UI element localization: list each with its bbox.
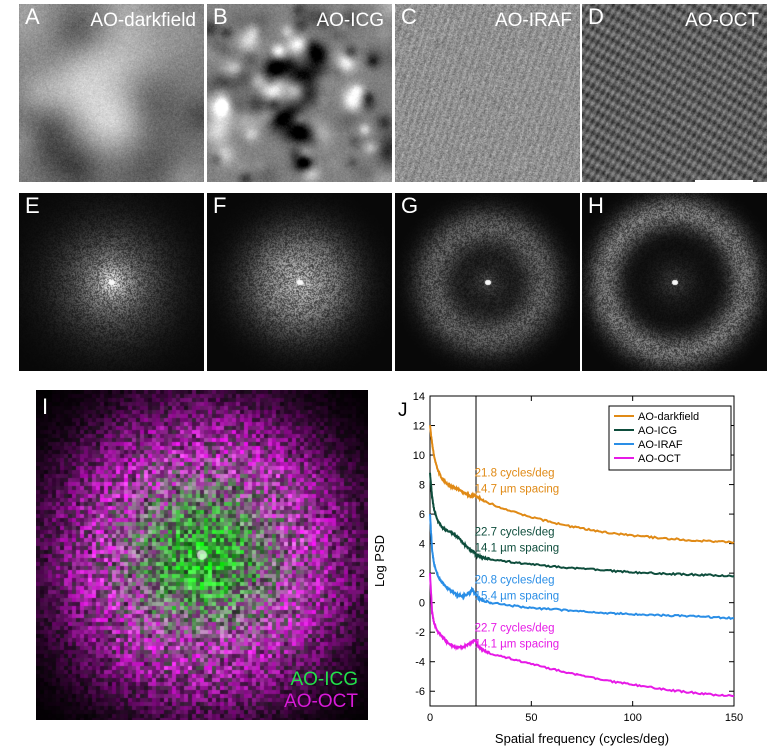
y-tick-label: -2 bbox=[415, 627, 425, 639]
annotation-text: 22.7 cycles/deg bbox=[475, 527, 555, 539]
annotation-text: 15.4 µm spacing bbox=[475, 590, 560, 602]
panel-label-j: J bbox=[398, 400, 408, 421]
panel-b-icg-image: B AO-ICG bbox=[207, 4, 392, 182]
iraf-image bbox=[395, 4, 580, 182]
y-tick-label: 6 bbox=[419, 509, 425, 521]
icg-image bbox=[207, 4, 392, 182]
series-line-ao-icg bbox=[429, 472, 735, 578]
y-tick-label: -4 bbox=[415, 657, 425, 669]
y-tick-label: 0 bbox=[419, 598, 425, 610]
panel-label-e: E bbox=[25, 193, 40, 218]
annotation-text: 20.8 cycles/deg bbox=[475, 574, 555, 586]
y-tick-label: 8 bbox=[419, 480, 425, 492]
overlay-label-oct: AO-OCT bbox=[284, 691, 358, 712]
panel-title-d: AO-OCT bbox=[685, 10, 759, 31]
panel-g-spectrum: G bbox=[395, 193, 580, 371]
legend-label: AO-darkfield bbox=[638, 411, 699, 423]
iraf-spectrum bbox=[395, 193, 580, 371]
y-axis-label: Log PSD bbox=[372, 535, 387, 587]
oct-spectrum bbox=[582, 193, 767, 371]
y-tick-label: 12 bbox=[413, 421, 425, 433]
plot-frame bbox=[429, 395, 735, 707]
panel-label-f: F bbox=[213, 193, 227, 218]
panel-label-c: C bbox=[401, 4, 417, 29]
panel-a-darkfield-image: A AO-darkfield bbox=[19, 4, 204, 182]
panel-f-spectrum: F bbox=[207, 193, 392, 371]
series-line-ao-iraf bbox=[429, 514, 735, 620]
legend-label: AO-OCT bbox=[638, 453, 681, 465]
darkfield-image bbox=[19, 4, 204, 182]
y-tick-label: 4 bbox=[419, 539, 425, 551]
series-line-ao-oct bbox=[429, 573, 735, 698]
legend-label: AO-ICG bbox=[638, 425, 677, 437]
scale-bar bbox=[695, 180, 753, 182]
psd-line-chart: J 0 50 100 150 -6 -4 -2 0 2 4 6 8 10 12 14 21.8 cycles/… bbox=[372, 391, 743, 746]
panel-label-a: A bbox=[25, 4, 40, 29]
y-tick-label: 14 bbox=[413, 391, 425, 403]
x-tick-label: 0 bbox=[427, 712, 433, 724]
panel-label-h: H bbox=[588, 193, 604, 218]
panel-e-spectrum: E bbox=[19, 193, 204, 371]
panel-title-a: AO-darkfield bbox=[90, 10, 196, 31]
legend-label: AO-IRAF bbox=[638, 439, 683, 451]
x-tick-label: 50 bbox=[525, 712, 537, 724]
panel-i-overlay-spectrum: I AO-ICG AO-OCT bbox=[36, 390, 368, 720]
plot-area: 0 50 100 150 -6 -4 -2 0 2 4 6 8 10 12 14 21.8 cycles/de… bbox=[413, 391, 743, 724]
y-tick-label: -6 bbox=[415, 686, 425, 698]
y-tick-label: 10 bbox=[413, 450, 425, 462]
annotation-text: 14.1 µm spacing bbox=[475, 638, 560, 650]
panel-c-iraf-image: C AO-IRAF bbox=[395, 4, 580, 182]
annotation-text: 21.8 cycles/deg bbox=[475, 467, 555, 479]
panel-title-b: AO-ICG bbox=[316, 10, 384, 31]
panel-title-c: AO-IRAF bbox=[494, 10, 572, 31]
x-axis-label: Spatial frequency (cycles/deg) bbox=[495, 731, 669, 746]
x-tick-label: 100 bbox=[623, 712, 641, 724]
series-line-ao-darkfield bbox=[429, 425, 735, 545]
oct-image bbox=[582, 4, 767, 182]
annotation-text: 14.7 µm spacing bbox=[475, 483, 560, 495]
x-tick-label: 150 bbox=[725, 712, 743, 724]
annotation-text: 14.1 µm spacing bbox=[475, 543, 560, 555]
panel-d-oct-image: D AO-OCT bbox=[582, 4, 767, 182]
panel-label-d: D bbox=[588, 4, 604, 29]
icg-spectrum bbox=[207, 193, 392, 371]
y-tick-label: 2 bbox=[419, 568, 425, 580]
panel-label-g: G bbox=[401, 193, 419, 218]
panel-h-spectrum: H bbox=[582, 193, 767, 371]
panel-label-b: B bbox=[213, 4, 228, 29]
overlay-label-icg: AO-ICG bbox=[290, 669, 358, 690]
annotation-text: 22.7 cycles/deg bbox=[475, 622, 555, 634]
panel-label-i: I bbox=[42, 394, 49, 419]
overlay-spectrum-image bbox=[36, 390, 368, 720]
darkfield-spectrum bbox=[19, 193, 204, 371]
